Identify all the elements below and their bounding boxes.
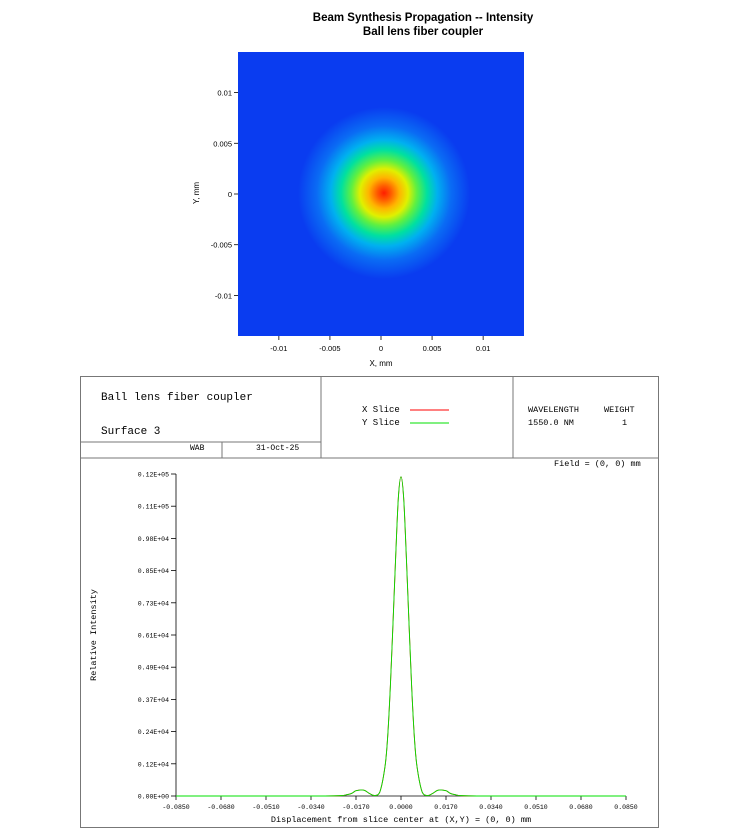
info-initials: WAB [190,444,205,453]
heatmap-x-tick-label: 0.005 [423,344,442,353]
y-tick-label: 0.61E+04 [138,633,169,640]
weight-header: WEIGHT [604,405,635,415]
heatmap-title-line1: Beam Synthesis Propagation -- Intensity [312,12,534,24]
x-axis-label: Displacement from slice center at (X,Y) … [271,815,531,825]
line-plot-area: 0.00E+00 0.12E+04 0.24E+04 0.37E+04 0.49E+04… [89,472,638,826]
legend-x-label: X Slice [362,405,400,415]
heatmap-y-tick-label: 0.005 [213,139,232,148]
x-tick-label: 0.0510 [524,804,548,811]
y-tick-label: 0.98E+04 [138,536,169,543]
slice-plot-svg: 0.00E+00 0.12E+04 0.24E+04 0.37E+04 0.49E+04… [80,376,659,826]
y-tick-label: 0.11E+05 [138,504,169,511]
y-tick-label: 0.73E+04 [138,600,169,607]
beam-spot [298,107,470,279]
heatmap-y-tick-label: -0.005 [211,241,232,250]
heatmap-title-line2: Ball lens fiber coupler [362,26,484,38]
x-tick-label: -0.0510 [252,804,279,811]
y-tick-label: 0.12E+05 [138,472,169,479]
x-tick-label: 0.0680 [569,804,593,811]
heatmap-x-tick-label: -0.005 [319,344,340,353]
heatmap-x-tick-label: 0 [379,344,383,353]
y-axis-label: Relative Intensity [89,589,99,681]
y-tick-label: 0.00E+00 [138,794,169,801]
x-slice-series [175,476,626,797]
heatmap-plot: -0.01 -0.005 0 0.005 0.01 0.010.0050-0.005-0… [192,52,524,368]
y-slice-series [175,476,626,797]
field-label: Field = (0, 0) mm [554,459,641,469]
wavelength-value: 1550.0 NM [528,418,574,428]
heatmap-x-tick-label: -0.01 [270,344,287,353]
x-tick-label: -0.0680 [207,804,234,811]
heatmap-y-tick-label: 0 [228,190,232,199]
info-title: Ball lens fiber coupler [101,392,253,404]
y-tick-label: 0.49E+04 [138,665,169,672]
x-tick-label: -0.0170 [342,804,369,811]
x-tick-label: 0.0850 [614,804,638,811]
slice-plot-panel [80,376,659,828]
info-surface: Surface 3 [101,426,161,438]
info-date: 31-Oct-25 [256,444,300,453]
heatmap-x-tick-label: 0.01 [476,344,491,353]
x-tick-label: -0.0850 [162,804,189,811]
y-tick-label: 0.24E+04 [138,729,169,736]
heatmap-x-ticks: -0.01 -0.005 0 0.005 0.01 [270,336,490,353]
y-tick-label: 0.85E+04 [138,568,169,575]
heatmap-y-tick-label: 0.01 [217,89,232,98]
heatmap-y-tick-label: -0.01 [215,291,232,300]
heatmap-title: Beam Synthesis Propagation -- Intensity … [0,11,750,39]
heatmap-y-ticks: 0.01 0.005 0 -0.005 -0.01 [211,89,238,300]
x-tick-label: -0.0340 [297,804,324,811]
x-tick-label: 0.0000 [389,804,413,811]
y-tick-label: 0.37E+04 [138,697,169,704]
wavelength-header: WAVELENGTH [528,405,580,415]
x-tick-label: 0.0170 [434,804,458,811]
heatmap-y-axis-label: Y, mm [192,182,201,204]
heatmap-x-axis-label: X, mm [369,359,392,368]
x-tick-label: 0.0340 [479,804,503,811]
y-tick-label: 0.12E+04 [138,761,169,768]
weight-value: 1 [622,418,628,428]
legend-y-label: Y Slice [362,418,400,428]
